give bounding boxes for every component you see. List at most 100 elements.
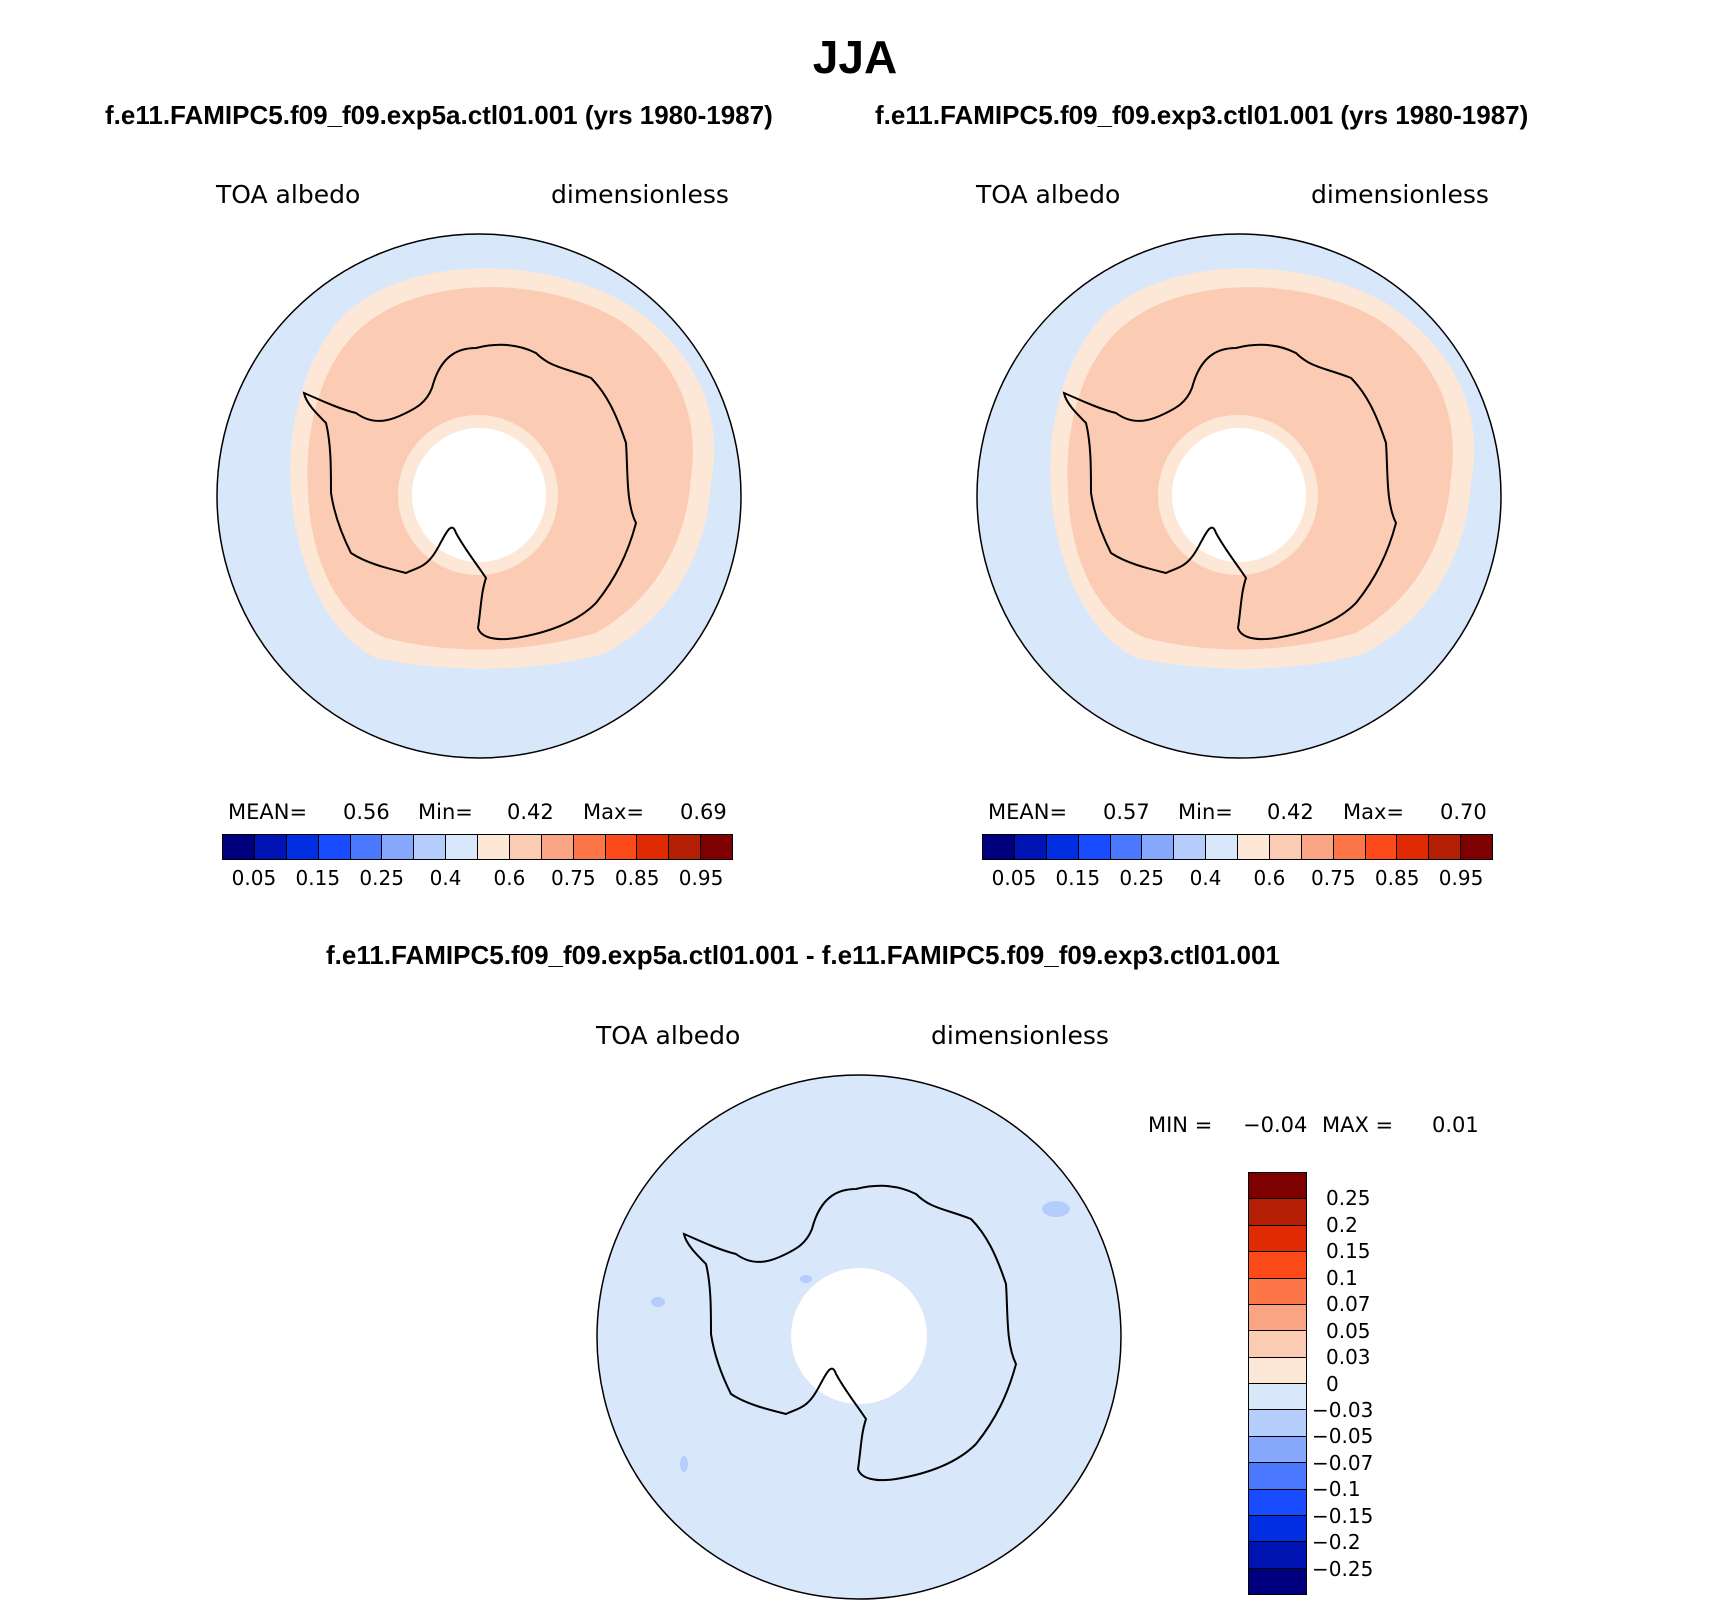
difference-max-value: 0.01 bbox=[1432, 1113, 1479, 1137]
map-border bbox=[216, 233, 742, 759]
colorbar-swatch bbox=[318, 835, 351, 859]
colorbar-tick-label: 0.75 bbox=[1311, 866, 1356, 890]
colorbar-swatch bbox=[1301, 835, 1334, 859]
panel-1-case-title: f.e11.FAMIPC5.f09_f09.exp5a.ctl01.001 (y… bbox=[105, 100, 773, 130]
colorbar-tick-label: 0.6 bbox=[1253, 866, 1286, 890]
colorbar-swatch bbox=[669, 835, 702, 859]
colorbar-swatch bbox=[1249, 1252, 1306, 1279]
colorbar-tick-label: 0.75 bbox=[551, 866, 596, 890]
panel-2-colorbar bbox=[982, 834, 1493, 860]
colorbar-swatch bbox=[286, 835, 319, 859]
colorbar-tick-label: 0.25 bbox=[359, 866, 404, 890]
colorbar-tick-label: 0.95 bbox=[678, 866, 724, 890]
panel-2-colorbar-ticks: 0.05 0.15 0.25 0.4 0.6 0.75 0.85 0.95 bbox=[982, 866, 1493, 892]
colorbar-swatch bbox=[1249, 1384, 1306, 1411]
colorbar-tick-label: 0.05 bbox=[991, 866, 1037, 890]
colorbar-swatch bbox=[573, 835, 606, 859]
colorbar-swatch bbox=[1014, 835, 1047, 859]
colorbar-swatch bbox=[1046, 835, 1079, 859]
colorbar-swatch bbox=[1249, 1515, 1306, 1543]
colorbar-swatch bbox=[1142, 835, 1175, 859]
panel-2-min-label: Min= bbox=[1178, 800, 1233, 824]
colorbar-tick-label: 0.03 bbox=[1326, 1345, 1371, 1370]
panel-1-polar-map bbox=[216, 233, 742, 759]
colorbar-swatch bbox=[1365, 835, 1398, 859]
colorbar-swatch bbox=[446, 835, 478, 859]
colorbar-swatch bbox=[1249, 1489, 1306, 1516]
colorbar-swatch bbox=[1110, 835, 1143, 859]
colorbar-swatch bbox=[1249, 1436, 1306, 1464]
difference-min-label: MIN = bbox=[1148, 1113, 1213, 1137]
panel-2-units-label: dimensionless bbox=[1311, 180, 1489, 209]
colorbar-swatch bbox=[637, 835, 670, 859]
colorbar-tick-label: 0.6 bbox=[493, 866, 526, 890]
colorbar-swatch bbox=[382, 835, 415, 859]
colorbar-swatch bbox=[1249, 1199, 1306, 1226]
panel-1-units-label: dimensionless bbox=[551, 180, 729, 209]
panel-2-mean-label: MEAN= bbox=[988, 800, 1068, 824]
difference-min-value: −0.04 bbox=[1243, 1113, 1308, 1137]
colorbar-swatch bbox=[1333, 835, 1366, 859]
panel-1-colorbar-ticks: 0.05 0.15 0.25 0.4 0.6 0.75 0.85 0.95 bbox=[222, 866, 733, 892]
panel-1-variable-label: TOA albedo bbox=[216, 180, 361, 209]
colorbar-swatch bbox=[1269, 835, 1302, 859]
colorbar-swatch bbox=[1249, 1463, 1306, 1490]
colorbar-tick-label: 0.4 bbox=[1189, 866, 1222, 890]
colorbar-swatch bbox=[983, 835, 1015, 859]
negative-anomaly-patch bbox=[800, 1275, 812, 1283]
colorbar-tick-label: 0.4 bbox=[429, 866, 462, 890]
antarctica-coastline bbox=[1062, 343, 1398, 641]
colorbar-swatch bbox=[509, 835, 542, 859]
colorbar-tick-label: 0.15 bbox=[1326, 1239, 1371, 1264]
colorbar-tick-label: 0.05 bbox=[1326, 1318, 1371, 1343]
colorbar-swatch bbox=[1249, 1225, 1306, 1253]
antarctica-coastline bbox=[302, 343, 638, 641]
panel-2-max-label: Max= bbox=[1343, 800, 1405, 824]
colorbar-tick-label: 0.85 bbox=[614, 866, 660, 890]
difference-colorbar bbox=[1248, 1172, 1307, 1595]
colorbar-swatch bbox=[1238, 835, 1270, 859]
negative-anomaly-patch bbox=[1042, 1201, 1070, 1217]
colorbar-swatch bbox=[1249, 1278, 1306, 1305]
colorbar-swatch bbox=[541, 835, 574, 859]
colorbar-tick-label: −0.25 bbox=[1312, 1556, 1374, 1581]
antarctica-coastline bbox=[682, 1184, 1018, 1482]
missing-pole bbox=[1172, 428, 1306, 562]
difference-variable-label: TOA albedo bbox=[596, 1021, 741, 1050]
colorbar-swatch bbox=[223, 835, 255, 859]
panel-1-min-value: 0.42 bbox=[507, 800, 554, 824]
colorbar-swatch bbox=[414, 835, 447, 859]
difference-max-label: MAX = bbox=[1322, 1113, 1394, 1137]
colorbar-tick-label: 0.2 bbox=[1326, 1212, 1358, 1237]
difference-polar-map bbox=[596, 1074, 1122, 1600]
colorbar-tick-label: 0 bbox=[1326, 1371, 1339, 1396]
panel-2-polar-map bbox=[976, 233, 1502, 759]
colorbar-swatch bbox=[1249, 1542, 1306, 1569]
colorbar-swatch bbox=[1206, 835, 1238, 859]
colorbar-swatch bbox=[478, 835, 510, 859]
colorbar-swatch bbox=[1078, 835, 1111, 859]
colorbar-swatch bbox=[1249, 1304, 1306, 1332]
figure-title: JJA bbox=[812, 31, 898, 83]
colorbar-tick-label: −0.1 bbox=[1312, 1477, 1361, 1502]
panel-1-colorbar bbox=[222, 834, 733, 860]
colorbar-swatch bbox=[1461, 835, 1492, 859]
colorbar-tick-label: 0.25 bbox=[1326, 1186, 1371, 1211]
colorbar-swatch bbox=[1397, 835, 1430, 859]
missing-pole bbox=[412, 428, 546, 562]
colorbar-swatch bbox=[701, 835, 732, 859]
colorbar-tick-label: −0.03 bbox=[1312, 1397, 1374, 1422]
colorbar-tick-label: 0.05 bbox=[231, 866, 277, 890]
panel-1-max-value: 0.69 bbox=[680, 800, 727, 824]
map-border bbox=[596, 1074, 1122, 1600]
colorbar-swatch bbox=[1249, 1568, 1306, 1594]
colorbar-swatch bbox=[1249, 1410, 1306, 1437]
panel-2-variable-label: TOA albedo bbox=[976, 180, 1121, 209]
panel-2-mean-value: 0.57 bbox=[1103, 800, 1150, 824]
colorbar-tick-label: 0.85 bbox=[1374, 866, 1420, 890]
colorbar-tick-label: 0.15 bbox=[295, 866, 341, 890]
colorbar-swatch bbox=[1249, 1331, 1306, 1358]
colorbar-tick-label: 0.1 bbox=[1326, 1265, 1358, 1290]
colorbar-tick-label: −0.15 bbox=[1312, 1503, 1374, 1528]
negative-anomaly-patch bbox=[680, 1456, 688, 1472]
